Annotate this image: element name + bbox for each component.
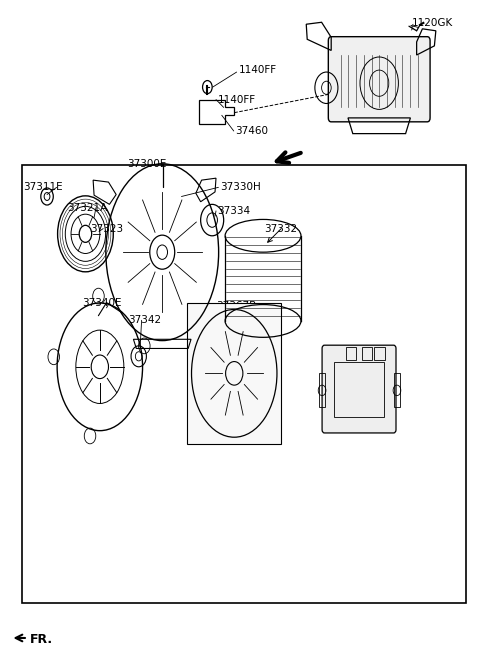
Bar xyxy=(374,347,385,360)
Text: 37330H: 37330H xyxy=(220,182,261,193)
FancyBboxPatch shape xyxy=(322,345,396,433)
Bar xyxy=(334,362,384,417)
Bar xyxy=(319,373,325,407)
FancyBboxPatch shape xyxy=(328,37,430,122)
Text: 37370B: 37370B xyxy=(217,324,257,335)
Text: 36184E: 36184E xyxy=(206,409,246,419)
Text: 37332: 37332 xyxy=(264,223,297,234)
Text: FR.: FR. xyxy=(30,633,53,646)
Text: 37390B: 37390B xyxy=(331,351,372,362)
Text: 37321A: 37321A xyxy=(67,202,108,213)
Bar xyxy=(22,165,466,603)
Bar xyxy=(394,373,400,407)
Text: 37460: 37460 xyxy=(235,126,268,136)
Bar xyxy=(187,303,281,444)
Text: 37334: 37334 xyxy=(217,206,250,216)
Text: 37367B: 37367B xyxy=(216,301,256,311)
Text: 37311E: 37311E xyxy=(23,182,63,193)
Text: 1120GK: 1120GK xyxy=(411,18,453,28)
Text: 37340E: 37340E xyxy=(83,297,122,308)
Bar xyxy=(346,347,356,360)
Text: 37342: 37342 xyxy=(129,315,162,326)
Text: 37300E: 37300E xyxy=(127,159,167,169)
Bar xyxy=(362,347,372,360)
Text: 37323: 37323 xyxy=(90,223,123,234)
Text: 1140FF: 1140FF xyxy=(239,65,276,75)
Text: 1140FF: 1140FF xyxy=(217,94,255,105)
